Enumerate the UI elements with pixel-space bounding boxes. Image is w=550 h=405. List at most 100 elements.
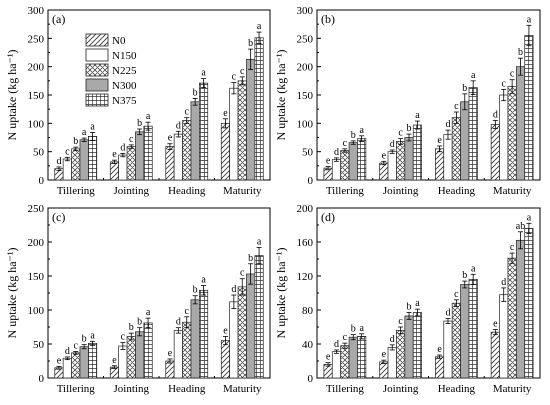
significance-letter: e — [493, 319, 498, 330]
x-tick-label: Heading — [168, 383, 206, 395]
significance-letter: a — [471, 263, 476, 274]
significance-letter: a — [359, 323, 364, 334]
significance-letter: e — [437, 344, 442, 355]
bar — [507, 257, 517, 379]
bar — [190, 299, 200, 379]
bar — [357, 336, 367, 379]
significance-letter: b — [518, 47, 523, 58]
bar — [460, 284, 470, 379]
bar — [237, 80, 247, 181]
significance-letter: e — [223, 108, 228, 119]
x-tick-label: Maturity — [223, 185, 262, 197]
bar — [396, 141, 406, 181]
bar — [379, 162, 389, 181]
y-tick-label: 250 — [28, 203, 45, 215]
bar — [71, 148, 81, 181]
significance-letter: b — [351, 324, 356, 335]
bar — [451, 117, 461, 181]
significance-letter: a — [415, 110, 420, 121]
significance-letter: a — [146, 307, 151, 318]
x-tick-label: Tillering — [57, 185, 96, 197]
significance-letter: a — [90, 330, 95, 341]
legend-label: N0 — [112, 35, 126, 47]
x-tick-label: Maturity — [493, 185, 532, 197]
significance-letter: c — [65, 146, 70, 157]
bar — [443, 134, 453, 181]
significance-letter: d — [501, 277, 506, 288]
x-tick-label: Jointing — [114, 383, 150, 395]
significance-letter: b — [129, 322, 134, 333]
y-tick-label: 0 — [39, 373, 45, 385]
legend-label: N375 — [112, 95, 137, 107]
bar — [199, 289, 209, 379]
bar — [331, 351, 342, 379]
bar — [404, 137, 414, 181]
bar — [118, 345, 128, 379]
significance-letter: b — [193, 87, 198, 98]
bar — [62, 158, 72, 181]
chart-panel-c: 0 50 100 150 200 250 N uptake (kg ha⁻¹) (c) Till… — [5, 203, 271, 395]
bar — [182, 321, 192, 379]
y-tick-label: 0 — [308, 175, 314, 187]
y-tick-label: 200 — [297, 62, 314, 74]
significance-letter: c — [240, 268, 245, 279]
y-tick-label: 150 — [297, 90, 314, 102]
bar — [404, 315, 414, 379]
bar — [435, 356, 445, 379]
bar — [499, 294, 509, 379]
significance-letter: c — [398, 128, 403, 139]
significance-letter: c — [501, 78, 506, 89]
significance-letter: c — [398, 316, 403, 327]
bar — [182, 120, 192, 181]
significance-letter: b — [462, 270, 467, 281]
bar — [331, 159, 342, 181]
chart-panel-d: 0 40 80 120 160 200 N uptake (kg ha⁻¹) (d) Tille… — [274, 203, 541, 395]
significance-letter: d — [56, 156, 61, 167]
significance-letter: b — [462, 83, 467, 94]
panel-label: (d) — [321, 210, 335, 224]
bar — [387, 347, 397, 379]
y-tick-label: 50 — [302, 147, 314, 159]
significance-letter: ab — [516, 221, 525, 232]
y-tick-label: 50 — [33, 339, 45, 351]
significance-letter: a — [82, 127, 87, 138]
significance-letter: b — [407, 302, 412, 313]
bar — [451, 302, 461, 379]
significance-letter: a — [90, 121, 95, 132]
bar — [468, 279, 478, 379]
legend-label: N225 — [112, 65, 137, 77]
x-tick-label: Maturity — [493, 383, 532, 395]
significance-letter: d — [231, 284, 236, 295]
x-tick-label: Tillering — [57, 383, 96, 395]
significance-letter: d — [445, 308, 450, 319]
significance-letter: c — [232, 72, 237, 83]
significance-letter: c — [185, 107, 190, 118]
bar — [340, 150, 350, 181]
significance-letter: d — [176, 317, 181, 328]
significance-letter: d — [334, 339, 339, 350]
legend-swatch — [85, 63, 109, 77]
bar — [79, 346, 89, 379]
significance-letter: b — [137, 317, 142, 328]
significance-letter: a — [471, 70, 476, 81]
significance-letter: d — [176, 120, 181, 131]
bar — [237, 286, 247, 379]
significance-letter: a — [527, 212, 532, 223]
bar — [220, 122, 230, 181]
y-tick-label: 150 — [28, 271, 45, 283]
significance-letter: e — [437, 135, 442, 146]
significance-letter: a — [527, 14, 532, 25]
bar — [443, 320, 453, 379]
bar — [246, 58, 256, 181]
y-tick-label: 200 — [297, 203, 314, 215]
x-tick-label: Tillering — [326, 185, 365, 197]
significance-letter: a — [201, 275, 206, 286]
y-tick-label: 120 — [297, 271, 314, 283]
bar — [109, 161, 119, 181]
x-tick-label: Jointing — [114, 185, 150, 197]
bar — [254, 255, 264, 379]
bar — [357, 138, 367, 181]
bar — [340, 345, 350, 379]
significance-letter: e — [223, 326, 228, 337]
